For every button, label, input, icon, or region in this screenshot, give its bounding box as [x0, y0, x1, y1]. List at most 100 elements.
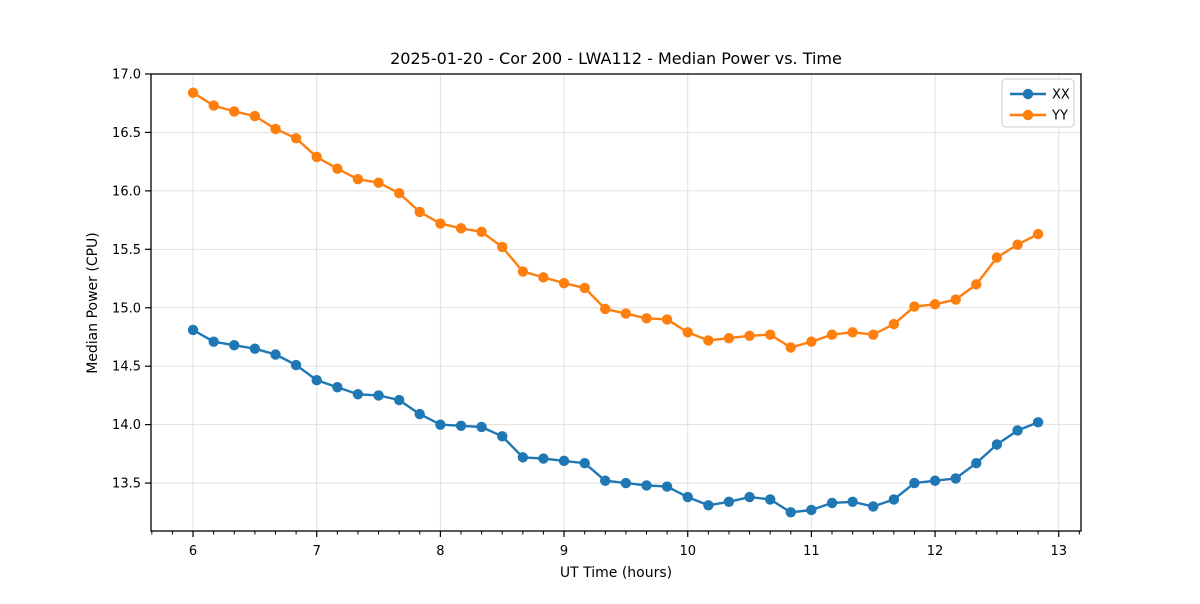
data-point-XX: [558, 455, 570, 467]
data-point-YY: [744, 330, 755, 342]
data-point-YY: [1012, 239, 1023, 250]
data-point-YY: [497, 241, 508, 253]
data-point-XX: [723, 496, 735, 507]
data-point-YY: [1032, 228, 1044, 240]
x-tick-label: 13: [1050, 544, 1067, 559]
data-point-YY: [600, 303, 611, 315]
data-point-YY: [579, 282, 590, 294]
data-point-XX: [352, 389, 364, 400]
x-tick-label: 7: [313, 544, 321, 559]
legend: XX YY: [1001, 78, 1075, 128]
x-tick-label: 12: [927, 544, 944, 559]
data-point-XX: [373, 390, 384, 401]
data-point-YY: [661, 314, 673, 325]
data-point-YY: [538, 272, 549, 283]
data-point-XX: [435, 419, 446, 430]
data-point-XX: [682, 491, 693, 503]
data-point-XX: [600, 475, 611, 486]
data-point-XX: [1032, 417, 1044, 428]
data-point-XX: [888, 494, 900, 505]
data-point-YY: [641, 313, 652, 324]
data-point-YY: [558, 278, 570, 289]
data-point-XX: [806, 504, 817, 516]
data-point-YY: [847, 327, 858, 338]
data-point-YY: [785, 342, 796, 353]
data-point-XX: [414, 408, 425, 420]
data-point-XX: [703, 500, 714, 511]
data-series: [187, 87, 1044, 518]
data-point-XX: [971, 458, 982, 469]
data-point-YY: [332, 163, 343, 174]
data-point-XX: [290, 359, 302, 371]
data-point-YY: [455, 223, 467, 234]
data-point-XX: [641, 480, 652, 491]
tick-labels: 6 7 8 9 10 11 12 13 13.5 14.0 14.5 15.0 15.5 16.0 16.5…: [112, 68, 1067, 560]
axes: [150, 73, 1082, 532]
y-axis-label: Median Power (CPU): [85, 232, 101, 374]
data-point-YY: [229, 106, 240, 117]
x-tick-label: 6: [189, 544, 197, 559]
data-point-XX: [765, 494, 776, 505]
data-point-YY: [435, 218, 446, 229]
data-point-XX: [579, 458, 590, 469]
data-point-XX: [208, 336, 219, 347]
data-point-XX: [455, 420, 467, 432]
x-axis-label: UT Time (hours): [560, 565, 672, 581]
y-tick-label: 13.5: [112, 477, 141, 492]
data-point-XX: [538, 453, 549, 464]
data-point-YY: [806, 336, 817, 347]
data-point-XX: [929, 475, 941, 486]
data-point-XX: [785, 507, 796, 518]
data-point-XX: [229, 339, 240, 351]
data-point-YY: [208, 100, 219, 111]
legend-marker-XX: [1022, 88, 1034, 100]
data-point-YY: [991, 252, 1003, 263]
legend-marker-YY: [1022, 109, 1034, 121]
chart-title: 2025-01-20 - Cor 200 - LWA112 - Median P…: [390, 49, 842, 68]
data-point-XX: [868, 501, 879, 512]
data-point-XX: [826, 497, 838, 509]
y-tick-label: 16.0: [112, 184, 141, 199]
plot-frame: [150, 73, 1082, 532]
data-point-XX: [991, 439, 1003, 450]
data-point-YY: [703, 335, 714, 346]
data-point-XX: [661, 481, 673, 492]
data-point-XX: [476, 421, 487, 433]
data-point-XX: [249, 343, 261, 354]
data-point-YY: [888, 318, 900, 330]
data-point-YY: [929, 299, 941, 310]
tick-marks: [145, 73, 1080, 537]
data-point-YY: [249, 110, 261, 122]
data-point-YY: [620, 308, 632, 319]
y-tick-label: 17.0: [112, 68, 141, 83]
y-tick-label: 15.0: [112, 301, 141, 316]
data-point-XX: [270, 349, 281, 360]
data-point-YY: [394, 188, 405, 199]
data-point-XX: [744, 491, 755, 503]
data-point-XX: [909, 477, 920, 489]
grid-lines: [151, 73, 1081, 531]
y-tick-label: 14.5: [112, 360, 141, 375]
legend-label-XX: XX: [1052, 88, 1070, 103]
x-tick-label: 8: [436, 544, 444, 559]
data-point-XX: [394, 394, 405, 406]
x-tick-label: 10: [679, 544, 696, 559]
data-point-YY: [950, 294, 961, 305]
data-point-YY: [373, 177, 384, 188]
data-point-YY: [682, 327, 693, 338]
x-tick-label: 11: [803, 544, 820, 559]
y-tick-label: 15.5: [112, 243, 141, 258]
y-tick-label: 14.0: [112, 418, 141, 433]
data-point-YY: [517, 266, 529, 277]
data-point-YY: [311, 151, 322, 163]
data-point-XX: [1012, 425, 1023, 436]
data-point-XX: [311, 375, 322, 386]
data-point-YY: [476, 226, 487, 237]
data-point-XX: [620, 477, 632, 489]
data-point-XX: [332, 382, 343, 393]
data-point-XX: [847, 496, 858, 507]
data-point-XX: [187, 324, 199, 336]
data-point-XX: [950, 473, 961, 484]
